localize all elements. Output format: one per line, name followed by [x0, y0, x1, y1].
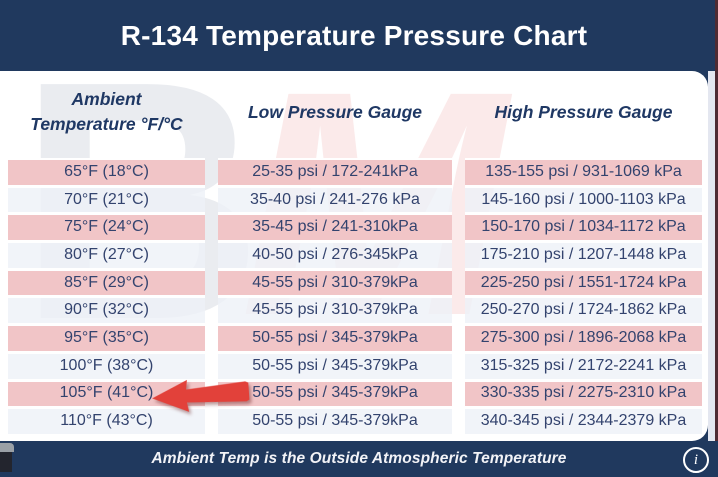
temp-cell: 65°F (18°C) — [8, 158, 205, 186]
table-row: 70°F (21°C) 35-40 psi / 241-276 kPa 145-16… — [8, 185, 702, 214]
table-row: 95°F (35°C) 50-55 psi / 345-379kPa 275-300… — [8, 324, 702, 352]
low-pressure-cell: 25-35 psi / 172-241kPa — [218, 158, 452, 186]
table-row: 90°F (32°C) 45-55 psi / 310-379kPa 250-270… — [8, 296, 702, 325]
low-pressure-cell: 50-55 psi / 345-379kPa — [218, 351, 452, 380]
high-pressure-cell: 145-160 psi / 1000-1103 kPa — [465, 185, 702, 214]
low-pressure-cell: 50-55 psi / 345-379kPa — [218, 407, 452, 435]
temp-cell: 110°F (43°C) — [8, 407, 205, 435]
page-title: R-134 Temperature Pressure Chart — [120, 19, 588, 51]
low-pressure-cell: 50-55 psi / 345-379kPa — [218, 379, 452, 408]
low-pressure-cell: 45-55 psi / 310-379kPa — [218, 296, 452, 325]
footer-band: Ambient Temp is the Outside Atmospheric … — [0, 441, 718, 477]
table-row: 110°F (43°C) 50-55 psi / 345-379kPa 340-34… — [8, 407, 702, 435]
temp-cell: 100°F (38°C) — [8, 351, 205, 380]
header-high-pressure-gauge: High Pressure Gauge — [494, 101, 673, 122]
low-pressure-cell: 50-55 psi / 345-379kPa — [218, 324, 452, 352]
table-row: 100°F (38°C) 50-55 psi / 345-379kPa 315-32… — [8, 351, 702, 380]
low-pressure-cell: 35-45 psi / 241-310kPa — [218, 213, 452, 242]
table-row: 105°F (41°C) 50-55 psi / 345-379kPa 330-33… — [8, 379, 702, 408]
temp-cell: 95°F (35°C) — [8, 324, 205, 352]
temp-cell: 80°F (27°C) — [8, 241, 205, 269]
high-pressure-cell: 340-345 psi / 2344-2379 kPa — [465, 407, 702, 435]
low-pressure-cell: 45-55 psi / 310-379kPa — [218, 268, 452, 297]
header-low-pressure-gauge: Low Pressure Gauge — [247, 101, 423, 122]
high-pressure-cell: 175-210 psi / 1207-1448 kPa — [465, 241, 702, 269]
window-edge-strip — [708, 71, 715, 477]
table-body: 65°F (18°C) 25-35 psi / 172-241kPa 135-155… — [8, 158, 702, 435]
temp-cell: 90°F (32°C) — [8, 296, 205, 325]
title-band: R-134 Temperature Pressure Chart — [0, 0, 708, 71]
high-pressure-cell: 135-155 psi / 931-1069 kPa — [465, 158, 702, 186]
screen-edge-line — [715, 0, 718, 477]
temp-cell: 70°F (21°C) — [8, 185, 205, 214]
table-row: 65°F (18°C) 25-35 psi / 172-241kPa 135-155… — [8, 158, 702, 186]
high-pressure-cell: 250-270 psi / 1724-1862 kPa — [465, 296, 702, 325]
low-pressure-cell: 40-50 psi / 276-345kPa — [218, 241, 452, 269]
temp-cell: 75°F (24°C) — [8, 213, 205, 242]
highlight-arrow-icon — [152, 379, 250, 412]
temp-cell: 85°F (29°C) — [8, 268, 205, 297]
table-row: 75°F (24°C) 35-45 psi / 241-310kPa 150-170… — [8, 213, 702, 242]
footer-note: Ambient Temp is the Outside Atmospheric … — [151, 450, 567, 467]
low-pressure-cell: 35-40 psi / 241-276 kPa — [218, 185, 452, 214]
info-icon[interactable]: i — [683, 447, 709, 473]
table-header-row: Ambient Temperature °F/°C Low Pressure G… — [8, 87, 702, 137]
high-pressure-cell: 315-325 psi / 2172-2241 kPa — [465, 351, 702, 380]
high-pressure-cell: 275-300 psi / 1896-2068 kPa — [465, 324, 702, 352]
table-row: 85°F (29°C) 45-55 psi / 310-379kPa 225-250… — [8, 268, 702, 297]
table-row: 80°F (27°C) 40-50 psi / 276-345kPa 175-210… — [8, 241, 702, 269]
high-pressure-cell: 225-250 psi / 1551-1724 kPa — [465, 268, 702, 297]
corner-overlay-fragment-dark — [0, 452, 12, 472]
chart-panel: B M Ambient Temperature °F/°C Low Pressu… — [0, 71, 708, 441]
corner-overlay-fragment-light — [0, 443, 14, 452]
high-pressure-cell: 150-170 psi / 1034-1172 kPa — [465, 213, 702, 242]
high-pressure-cell: 330-335 psi / 2275-2310 kPa — [465, 379, 702, 408]
header-ambient-temperature: Ambient Temperature °F/°C — [30, 89, 183, 134]
